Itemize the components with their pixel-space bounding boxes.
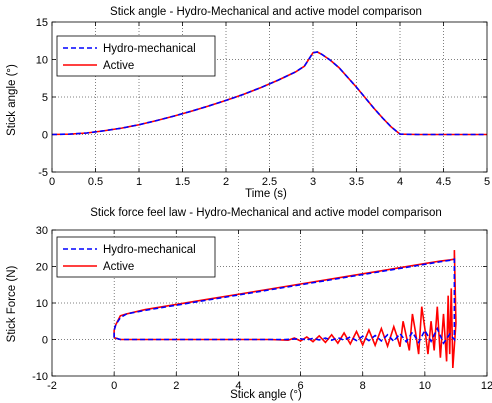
y-tick-label: 30 (36, 225, 48, 237)
legend-label: Active (103, 261, 134, 273)
x-tick-label: 0 (111, 380, 117, 392)
x-tick-label: -2 (47, 380, 57, 392)
legend-label: Active (103, 60, 134, 72)
y-axis-label: Stick Force (N) (6, 265, 18, 342)
x-tick-label: 2 (173, 380, 179, 392)
x-tick-label: 8 (360, 380, 366, 392)
y-tick-label: 10 (36, 55, 48, 67)
legend-label: Hydro-mechanical (103, 43, 196, 55)
x-tick-label: 6 (298, 380, 304, 392)
axes-frame (51, 21, 488, 173)
series-line-hydro-mechanical (113, 258, 456, 345)
y-tick-label: 15 (36, 17, 48, 29)
y-axis-label: Stick angle (°) (6, 64, 18, 136)
x-tick-label: 0 (49, 176, 55, 188)
x-tick-label: 1.5 (175, 176, 190, 188)
x-tick-label: 1 (136, 176, 142, 188)
y-tick-label: 0 (42, 335, 48, 347)
y-tick-label: 10 (36, 298, 48, 310)
x-tick-label: 3 (310, 176, 316, 188)
plot-stick-force-vs-angle: Stick force feel law - Hydro-Mechanical … (6, 207, 492, 401)
chart-title: Stick angle - Hydro-Mechanical and activ… (110, 6, 422, 18)
x-tick-label: 2.5 (262, 176, 277, 188)
legend: Hydro-mechanical Active (56, 35, 216, 77)
x-axis-label: Time (s) (245, 188, 287, 200)
x-tick-label: 4 (235, 380, 241, 392)
chart-title: Stick force feel law - Hydro-Mechanical … (90, 207, 442, 219)
legend-box (56, 35, 216, 77)
legend-label: Hydro-mechanical (103, 244, 196, 256)
plot-stick-angle-vs-time: Stick angle - Hydro-Mechanical and activ… (6, 6, 490, 200)
x-tick-label: 2 (223, 176, 229, 188)
y-tick-label: -10 (32, 371, 48, 383)
x-tick-label: 5 (484, 176, 490, 188)
y-tick-label: 5 (42, 92, 48, 104)
x-tick-label: 12 (481, 380, 492, 392)
x-tick-label: 4.5 (436, 176, 451, 188)
legend: Hydro-mechanical Active (56, 236, 216, 278)
x-tick-label: 3.5 (349, 176, 364, 188)
x-tick-label: 4 (397, 176, 403, 188)
x-tick-label: 10 (419, 380, 431, 392)
legend-box (56, 236, 216, 278)
x-tick-label: 0.5 (88, 176, 103, 188)
axes-frame (51, 229, 488, 377)
y-tick-label: -5 (38, 167, 48, 179)
x-axis-label: Stick angle (°) (230, 389, 302, 401)
y-tick-label: 0 (42, 130, 48, 142)
y-tick-label: 20 (36, 262, 48, 274)
series-line-hydro-mechanical (52, 51, 487, 136)
